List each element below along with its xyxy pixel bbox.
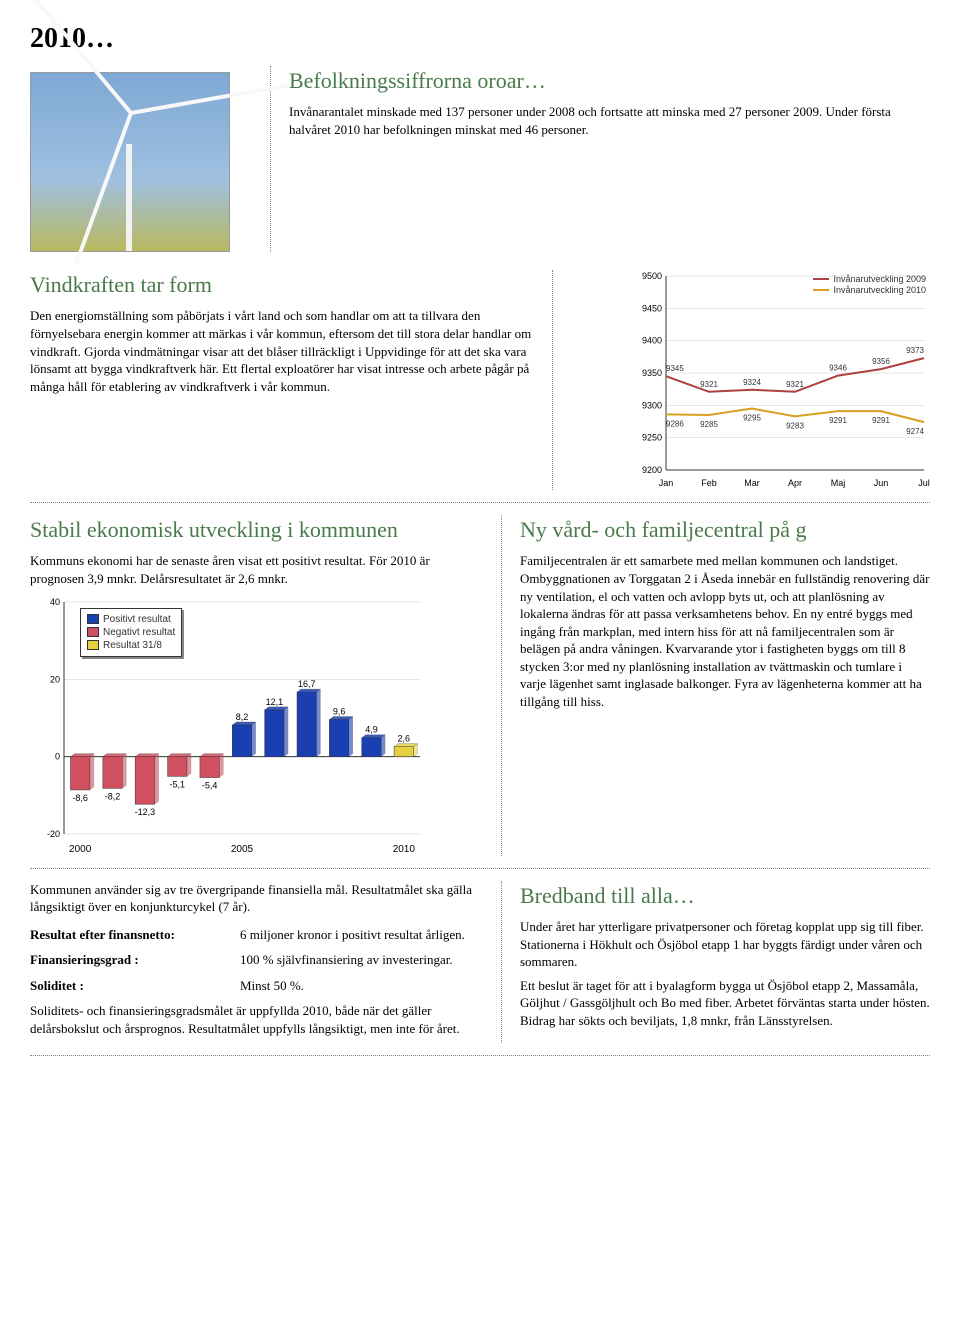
svg-text:2,6: 2,6 (398, 733, 411, 743)
svg-text:9321: 9321 (786, 380, 804, 389)
divider (30, 502, 930, 503)
svg-text:9286: 9286 (666, 419, 684, 428)
broadband-title: Bredband till alla… (520, 881, 930, 911)
svg-text:-8,6: -8,6 (72, 792, 88, 802)
middle-row: Stabil ekonomisk utveckling i kommunen K… (30, 515, 930, 856)
page-year-title: 2010… (30, 20, 930, 58)
svg-text:9400: 9400 (642, 335, 662, 345)
goal-row: Soliditet : Minst 50 %. (30, 977, 481, 995)
svg-text:9300: 9300 (642, 400, 662, 410)
svg-text:-5,4: -5,4 (202, 780, 218, 790)
svg-text:Jan: Jan (659, 478, 674, 488)
care-body: Familjecentralen är ett samarbete med me… (520, 552, 930, 710)
svg-text:9283: 9283 (786, 421, 804, 430)
svg-text:12,1: 12,1 (266, 696, 284, 706)
svg-text:Feb: Feb (701, 478, 717, 488)
wind-row: Vindkraften tar form Den energiomställni… (30, 270, 930, 490)
svg-text:8,2: 8,2 (236, 712, 249, 722)
barchart-legend: Positivt resultatNegativt resultatResult… (80, 608, 182, 657)
svg-text:9324: 9324 (743, 378, 761, 387)
linechart-legend: Invånarutveckling 2009Invånarutveckling … (813, 274, 926, 296)
header-title: Befolkningssiffrorna oroar… (289, 66, 930, 96)
wind-body: Den energiomställning som påbörjats i vå… (30, 307, 532, 395)
svg-text:9291: 9291 (829, 416, 847, 425)
svg-text:9373: 9373 (906, 346, 924, 355)
goal-value: Minst 50 %. (240, 977, 481, 995)
goal-label: Soliditet : (30, 977, 240, 995)
svg-text:9350: 9350 (642, 368, 662, 378)
divider (30, 1055, 930, 1056)
broadband-p1: Under året har ytterligare privatpersone… (520, 918, 930, 971)
care-title: Ny vård- och familjecentral på g (520, 515, 930, 545)
svg-text:2010: 2010 (393, 844, 416, 855)
svg-text:-8,2: -8,2 (105, 791, 121, 801)
goals-outro: Soliditets- och finansieringsgradsmålet … (30, 1002, 481, 1037)
svg-text:9250: 9250 (642, 432, 662, 442)
goal-value: 100 % självfinansiering av investeringar… (240, 951, 481, 969)
svg-text:Jul: Jul (918, 478, 930, 488)
windmill-image (30, 72, 230, 252)
goal-label: Finansieringsgrad : (30, 951, 240, 969)
svg-text:-12,3: -12,3 (135, 807, 156, 817)
divider (30, 868, 930, 869)
svg-text:-20: -20 (47, 829, 60, 839)
top-row: Befolkningssiffrorna oroar… Invånarantal… (30, 66, 930, 252)
goals-table: Resultat efter finansnetto: 6 miljoner k… (30, 926, 481, 995)
goal-label: Resultat efter finansnetto: (30, 926, 240, 944)
svg-text:Jun: Jun (874, 478, 889, 488)
svg-text:9295: 9295 (743, 413, 761, 422)
goal-row: Resultat efter finansnetto: 6 miljoner k… (30, 926, 481, 944)
svg-text:16,7: 16,7 (298, 679, 316, 689)
econ-intro: Kommuns ekonomi har de senaste åren visa… (30, 552, 481, 587)
population-line-chart: 9200 9250 9300 9350 9400 9450 9500 Jan Feb Mar Apr… (630, 270, 930, 490)
svg-text:9346: 9346 (829, 363, 847, 372)
svg-text:9274: 9274 (906, 427, 924, 436)
svg-text:9291: 9291 (872, 416, 890, 425)
econ-title: Stabil ekonomisk utveckling i kommunen (30, 515, 481, 545)
bottom-row: Kommunen använder sig av tre övergripand… (30, 881, 930, 1044)
broadband-p2: Ett beslut är taget för att i byalagform… (520, 977, 930, 1030)
svg-text:9200: 9200 (642, 465, 662, 475)
svg-text:9285: 9285 (700, 420, 718, 429)
svg-text:9500: 9500 (642, 271, 662, 281)
svg-text:9,6: 9,6 (333, 706, 346, 716)
svg-text:40: 40 (50, 597, 60, 607)
svg-text:9356: 9356 (872, 357, 890, 366)
svg-text:20: 20 (50, 674, 60, 684)
svg-text:9450: 9450 (642, 303, 662, 313)
svg-text:2005: 2005 (231, 844, 254, 855)
svg-text:-5,1: -5,1 (170, 779, 186, 789)
svg-text:Maj: Maj (831, 478, 846, 488)
svg-text:2000: 2000 (69, 844, 92, 855)
svg-text:0: 0 (55, 751, 60, 761)
svg-text:Apr: Apr (788, 478, 802, 488)
svg-text:Mar: Mar (744, 478, 760, 488)
goals-intro: Kommunen använder sig av tre övergripand… (30, 881, 481, 916)
economy-bar-chart: -20 0 20 40 -8,6 -8,2 -12,3 -5,1 -5,4 8,2 12,1 16,7… (30, 596, 430, 856)
svg-text:9345: 9345 (666, 364, 684, 373)
svg-text:4,9: 4,9 (365, 724, 378, 734)
svg-text:9321: 9321 (700, 380, 718, 389)
goal-row: Finansieringsgrad : 100 % självfinansier… (30, 951, 481, 969)
goal-value: 6 miljoner kronor i positivt resultat år… (240, 926, 481, 944)
wind-title: Vindkraften tar form (30, 270, 532, 300)
header-body: Invånarantalet minskade med 137 personer… (289, 103, 930, 138)
